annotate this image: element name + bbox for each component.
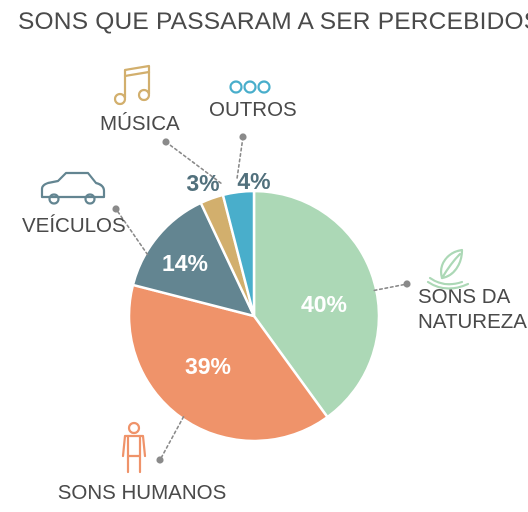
music-note-icon (113, 64, 151, 106)
leader-line-2 (159, 415, 185, 461)
category-label-2: SONS HUMANOS (58, 481, 227, 504)
car-icon (40, 171, 106, 205)
pie-slice-3 (131, 201, 256, 318)
value-label-3: 14% (162, 250, 208, 276)
leaf-icon (426, 248, 470, 290)
category-label-3: VEÍCULOS (22, 214, 126, 237)
leader-line-1 (373, 283, 408, 292)
leader-line-4 (165, 141, 222, 184)
leader-dot-3 (112, 205, 120, 213)
value-label-5: 4% (237, 168, 270, 194)
leader-line-5 (236, 136, 244, 179)
value-label-4: 3% (186, 170, 219, 196)
three-circles-icon (229, 80, 271, 94)
pie-slice-5 (221, 189, 256, 318)
person-icon (121, 421, 147, 474)
leader-line-3 (115, 208, 149, 256)
category-label-5: OUTROS (209, 98, 297, 121)
value-label-2: 39% (185, 353, 231, 379)
leader-dot-5 (239, 133, 247, 141)
pie-slice-1 (252, 189, 381, 419)
leader-dot-4 (162, 138, 170, 146)
value-label-1: 40% (301, 291, 347, 317)
leader-dot-1 (403, 280, 411, 288)
category-label-4: MÚSICA (100, 112, 180, 135)
chart-title: SONS QUE PASSARAM A SER PERCEBIDOS (18, 8, 528, 35)
category-label-1: SONS DA NATUREZA (418, 285, 527, 333)
pie-slice-2 (127, 283, 329, 443)
leader-dot-2 (156, 456, 164, 464)
